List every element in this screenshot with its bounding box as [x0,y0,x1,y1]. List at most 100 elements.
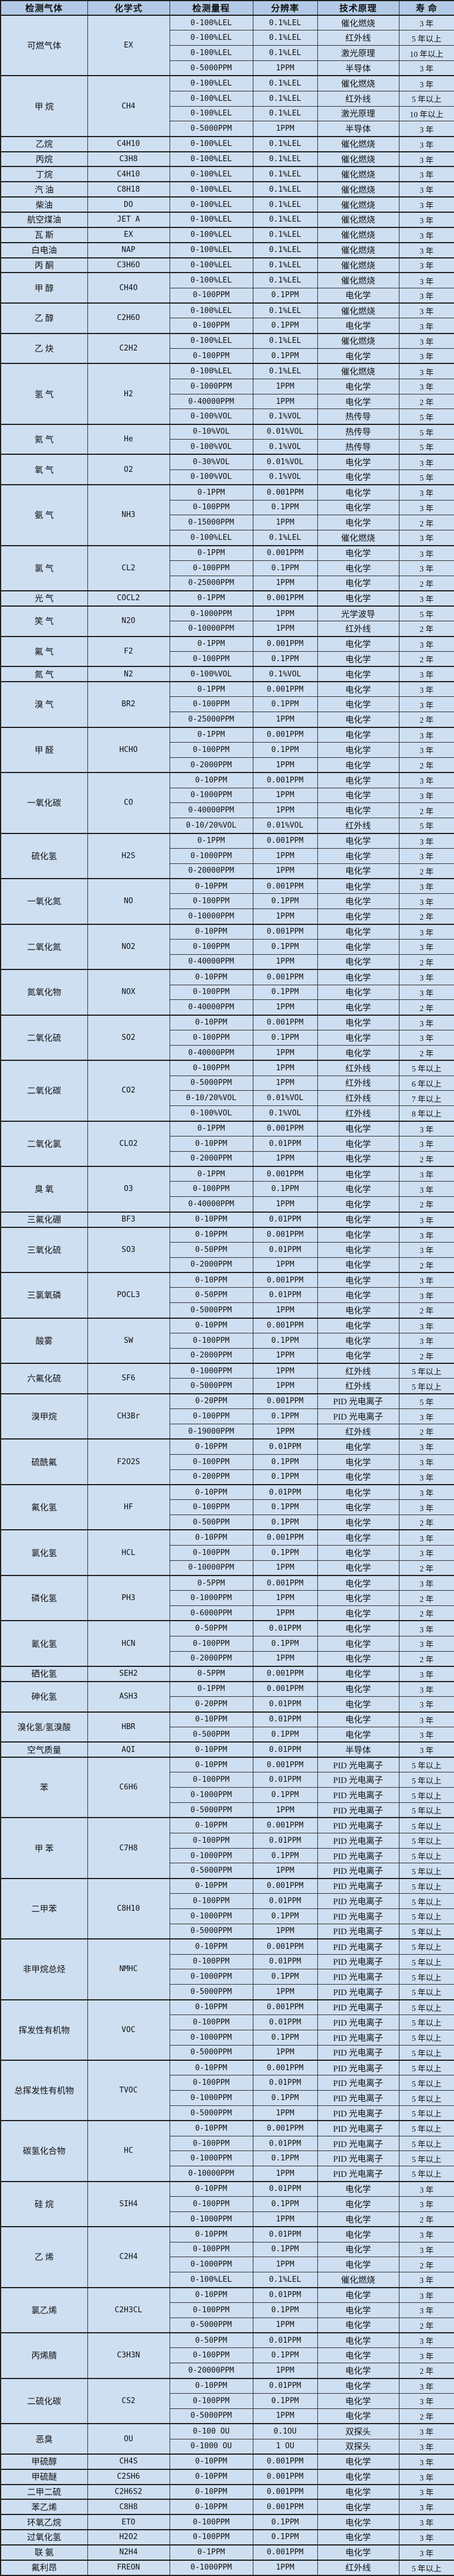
principle-cell: 红外线 [317,2560,399,2576]
resolution-cell: 0.001PPM [252,2120,318,2136]
range-cell: 0-100PPM [169,1181,253,1197]
resolution-cell: 0.01PPM [252,2135,318,2152]
table-row: 甲 醇 CH4O 0-100%LEL 0.1%LEL 催化燃烧 3 年 [0,272,454,304]
gas-name-cell: 甲 烷 [0,75,88,137]
col-header-principle: 技术原理 [317,0,399,16]
resolution-cell: 0.001PPM [252,2469,318,2485]
principle-cell: PID 光电离子 [317,1969,399,1985]
gas-group: 二甲苯 C8H10 0-10PPM 0.001PPM PID 光电离子 5 年以上 0-10… [0,1878,454,1939]
lifespan-cell: 5 年以上 [398,2560,454,2576]
table-row: 碳氢化合物 HC 0-10PPM 0.001PPM PID 光电离子 5 年以上 [0,2120,454,2182]
lifespan-cell: 3 年 [398,1575,454,1591]
lifespan-cell: 5 年以上 [398,2135,454,2152]
gas-group: 乙 炔 C2H2 0-100%LEL 0.1%LEL 催化燃烧 3 年 0-100PPM 0.… [0,333,454,364]
range-cell: 0-100%LEL [169,45,253,62]
table-row: 二硫化碳 CS2 0-10PPM 0.01PPM 电化学 3 年 [0,2378,454,2424]
table-row: 丙烷 C3H8 0-100%LEL 0.1%LEL 催化燃烧 3 年 [0,151,454,167]
lifespan-cell: 5 年以上 [398,2029,454,2046]
lifespan-cell: 3 年 [398,272,454,288]
principle-cell: 电化学 [317,1241,399,1258]
principle-cell: 半导体 [317,121,399,137]
principle-cell: 热传导 [317,424,399,440]
gas-group: 甲硫醇 CH4S 0-10PPM 0.001PPM 电化学 3 年 [0,2454,454,2470]
principle-cell: 双探头 [317,2423,399,2439]
range-cell: 0-20000PPM [169,863,253,879]
gas-name-cell: 总挥发性有机物 [0,2060,88,2121]
table-row: 氢 气 H2 0-100%LEL 0.1%LEL 催化燃烧 3 年 [0,363,454,425]
table-row: 0-100PPM 0.1PPM 电化学 3 年 [1,560,454,576]
formula-cell: NO [87,878,170,925]
lifespan-cell: 3 年 [398,1166,454,1182]
resolution-cell: 0.01PPM [252,2287,318,2303]
principle-cell: PID 光电离子 [317,2090,399,2106]
table-row: 0-20000PPM 1PPM 电化学 2 年 [1,2363,454,2379]
resolution-cell: 0.001PPM [252,636,318,652]
gas-group: 溴 气 BR2 0-1PPM 0.001PPM 电化学 3 年 0-100PPM 0.1PPM… [0,681,454,728]
lifespan-cell: 5 年 [398,469,454,485]
table-row: 0-100PPM 0.1PPM 电化学 3 年 [1,1030,454,1046]
principle-cell: 电化学 [317,938,399,955]
table-row: 溴化氢/氢溴酸 HBR 0-10PPM 0.01PPM 电化学 3 年 [0,1711,454,1743]
table-row: 砷化氢 ASH3 0-1PPM 0.001PPM 电化学 3 年 [0,1681,454,1712]
resolution-cell: 0.1PPM [252,1469,318,1485]
range-cell: 0-100PPM [169,742,253,758]
principle-cell: 催化燃烧 [317,166,399,182]
resolution-cell: 0.1PPM [252,1030,318,1046]
range-cell: 0-50PPM [169,1287,253,1304]
lifespan-cell: 5 年以上 [398,2075,454,2091]
range-cell: 0-10PPM [169,1272,253,1288]
resolution-cell: 0.1PPM [252,2241,318,2258]
range-cell: 0-100%VOL [169,469,253,485]
formula-cell: C3H3N [87,2332,170,2379]
formula-cell: NMHC [87,1938,170,2000]
table-row: 0-5000PPM 1PPM 电化学 2 年 [1,2408,454,2424]
principle-cell: 电化学 [317,2408,399,2424]
range-cell: 0-1000PPM [169,1787,253,1803]
range-cell: 0-10PPM [169,1212,253,1227]
lifespan-cell: 3 年 [398,287,454,304]
range-cell: 0-5PPM [169,1575,253,1591]
range-cell: 0-100%VOL [169,666,253,682]
range-cell: 0-10PPM [169,2226,253,2242]
resolution-cell: 0.1OU [252,2423,318,2439]
range-cell: 0-10000PPM [169,908,253,925]
table-row: 臭 氧 O3 0-1PPM 0.001PPM 电化学 3 年 [0,1166,454,1213]
table-row: 氨 气 NH3 0-1PPM 0.001PPM 电化学 3 年 [0,484,454,546]
table-row: 0-100%LEL 0.1%LEL 红外线 5 年以上 [1,30,454,46]
lifespan-cell: 3 年 [398,1272,454,1288]
range-cell: 0-40000PPM [169,1196,253,1213]
lifespan-cell: 5 年以上 [398,90,454,107]
gas-group: 氟 气 F2 0-1PPM 0.001PPM 电化学 3 年 0-100PPM 0.1PPM 电… [0,636,454,667]
range-cell: 0-100 OU [169,2423,253,2439]
lifespan-cell: 3 年 [398,1696,454,1712]
resolution-cell: 0.01PPM [252,2014,318,2030]
formula-cell: CLO2 [87,1121,170,1167]
range-cell: 0-1000PPM [169,605,253,622]
lifespan-cell: 3 年 [398,136,454,152]
range-cell: 0-100PPM [169,1954,253,1970]
principle-cell: 电化学 [317,848,399,864]
principle-cell: 电化学 [317,1590,399,1607]
lifespan-cell: 5 年以上 [398,1863,454,1879]
principle-cell: 电化学 [317,348,399,364]
resolution-cell: 0.1%LEL [252,166,318,182]
principle-cell: 电化学 [317,696,399,713]
lifespan-cell: 3 年 [398,1529,454,1546]
lifespan-cell: 5 年以上 [398,1938,454,1955]
resolution-cell: 0.01PPM [252,1484,318,1500]
formula-cell: SO2 [87,1015,170,1061]
principle-cell: 电化学 [317,1166,399,1182]
formula-cell: CH4O [87,272,170,304]
table-row: 0-100%VOL 0.1%VOL 红外线 8 年以上 [1,1105,454,1122]
table-row: 氦 气 He 0-10%VOL 0.01%VOL 热传导 5 年 [0,424,454,455]
resolution-cell: 1PPM [252,605,318,622]
resolution-cell: 0.01PPM [252,1438,318,1455]
formula-cell: H2S [87,833,170,879]
range-cell: 0-40000PPM [169,393,253,410]
resolution-cell: 0.1PPM [252,1635,318,1652]
lifespan-cell: 3 年 [398,636,454,652]
lifespan-cell: 3 年 [398,787,454,804]
formula-cell: C7H8 [87,1817,170,1879]
formula-cell: CO2 [87,1060,170,1122]
table-row: 二氧化氯 CLO2 0-1PPM 0.001PPM 电化学 3 年 [0,1121,454,1167]
